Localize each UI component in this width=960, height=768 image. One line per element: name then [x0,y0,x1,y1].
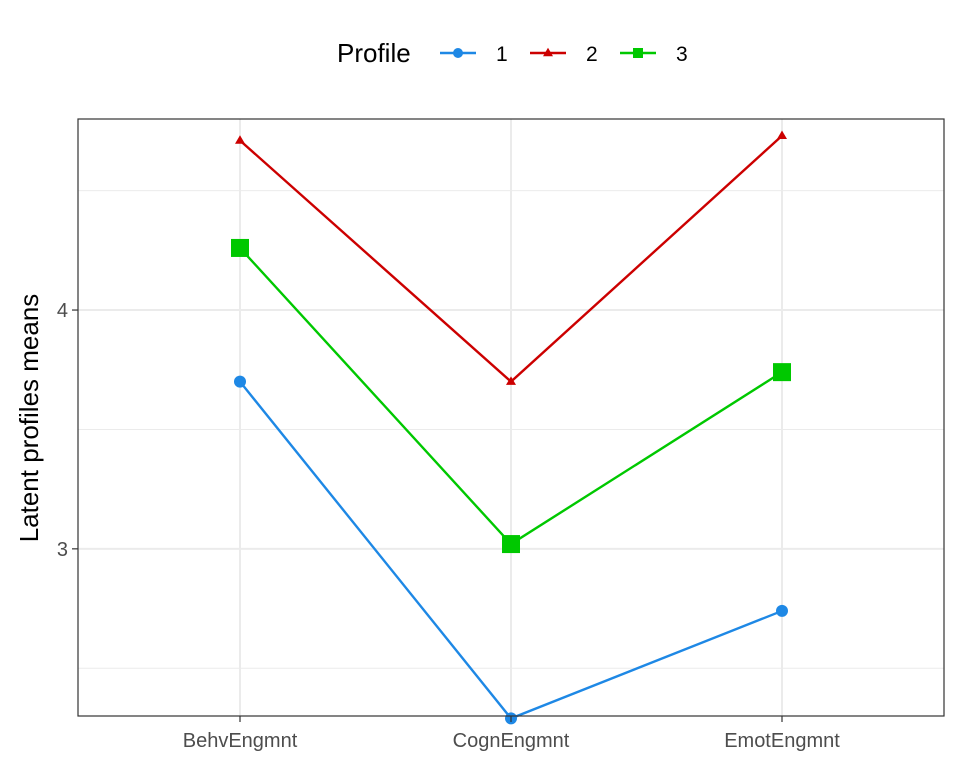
data-point [231,238,249,257]
legend: Profile 1 2 3 [337,38,688,68]
data-point [502,535,520,554]
x-tick-label: CognEngmnt [453,730,570,752]
legend-item-3: 3 [620,43,688,66]
legend-item-1: 1 [440,43,508,66]
x-tick-label: EmotEngmnt [724,730,840,752]
data-point [234,375,246,388]
legend-key-marker [633,48,643,58]
data-point [776,604,788,617]
data-point [235,135,245,144]
legend-key-marker [543,47,553,57]
data-point [773,363,791,382]
legend-label: 3 [676,43,688,66]
x-axis: BehvEngmnt CognEngmnt EmotEngmnt [183,716,840,752]
y-tick-label: 4 [57,300,68,322]
y-tick-label: 3 [57,539,68,561]
legend-title: Profile [337,38,411,68]
x-tick-label: BehvEngmnt [183,730,298,752]
y-axis-title: Latent profiles means [14,294,44,543]
legend-item-2: 2 [530,43,598,66]
legend-key-marker [453,48,463,58]
series-2 [235,130,787,385]
legend-label: 2 [586,43,598,66]
legend-label: 1 [496,43,508,66]
data-point [777,130,787,139]
y-axis: 34 [57,300,78,561]
data-point [506,376,516,385]
series-3 [231,238,791,554]
